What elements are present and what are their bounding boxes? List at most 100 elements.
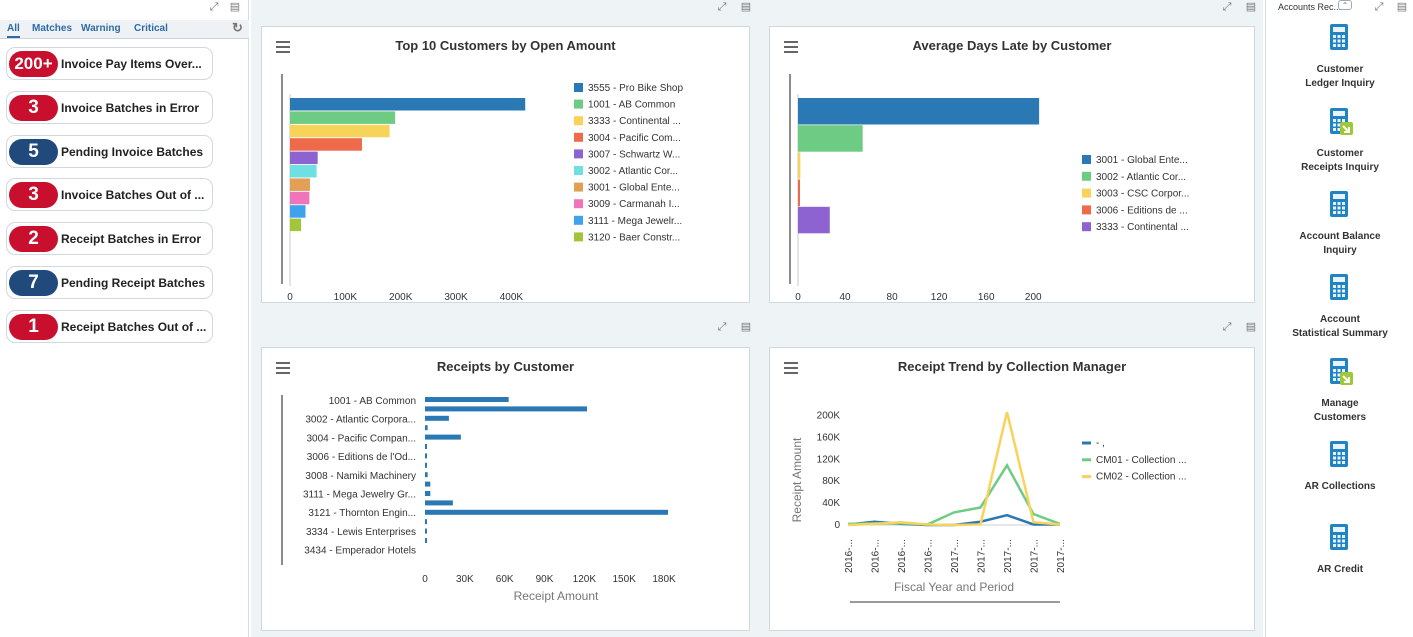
y-tick-label: 3334 - Lewis Enterprises — [306, 527, 416, 538]
bar[interactable] — [290, 98, 526, 111]
legend-swatch — [574, 99, 583, 109]
chart-options-icon[interactable]: ▤ — [740, 321, 752, 333]
bar[interactable] — [290, 111, 396, 124]
bar[interactable] — [425, 406, 588, 412]
bar[interactable] — [425, 509, 669, 515]
maximize-icon[interactable]: ⤢ — [209, 1, 219, 13]
springboard-app[interactable]: Customer Ledger Inquiry — [1266, 22, 1413, 91]
bar[interactable] — [290, 218, 302, 232]
bar[interactable] — [290, 138, 362, 151]
app-label-line2: Inquiry — [1323, 245, 1357, 256]
bar[interactable] — [425, 444, 427, 449]
legend-label: CM01 - Collection ... — [1096, 455, 1187, 466]
calculator-icon — [1330, 524, 1348, 550]
bar[interactable] — [798, 98, 1040, 125]
bar[interactable] — [425, 528, 427, 534]
springboard-app[interactable]: Customer Receipts Inquiry — [1266, 106, 1413, 175]
watchlist-item[interactable]: 2 Receipt Batches in Error — [6, 222, 213, 256]
bar[interactable] — [290, 124, 390, 138]
x-tick-label: 2016-... — [871, 539, 882, 573]
bar[interactable] — [290, 191, 310, 205]
watchlist-item-label: Pending Invoice Batches — [61, 144, 204, 159]
x-tick-label: 2016-... — [844, 539, 855, 573]
y-tick-label: 3004 - Pacific Compan... — [307, 433, 417, 444]
bar[interactable] — [425, 538, 427, 543]
bar[interactable] — [425, 397, 509, 402]
springboard-app[interactable]: Account Statistical Summary — [1266, 272, 1413, 354]
chart-options-icon[interactable]: ▤ — [1245, 1, 1257, 13]
calculator-green-icon — [1330, 358, 1353, 385]
x-tick-label: 0 — [422, 574, 428, 585]
series-line[interactable] — [847, 411, 1061, 527]
x-tick-label: 200K — [389, 292, 413, 303]
springboard-app[interactable]: AR Credit — [1266, 522, 1413, 577]
bar[interactable] — [425, 434, 461, 440]
tab-all[interactable]: All — [7, 23, 20, 38]
refresh-icon[interactable]: ↻ — [232, 20, 243, 35]
bar[interactable] — [425, 425, 428, 431]
bar[interactable] — [425, 453, 427, 459]
y-tick-label: 80K — [822, 476, 840, 487]
chart-options-icon[interactable]: ▤ — [740, 1, 752, 13]
chart-options-icon[interactable]: ▤ — [1245, 321, 1257, 333]
series-line[interactable] — [847, 462, 1061, 526]
tab-warning[interactable]: Warning — [81, 23, 121, 34]
app-label-line2: Ledger Inquiry — [1305, 78, 1375, 89]
bar[interactable] — [425, 481, 431, 487]
bar[interactable] — [425, 491, 431, 496]
watchlist-item[interactable]: 5 Pending Invoice Batches — [6, 134, 213, 168]
chart-card-top-customers: Top 10 Customers by Open Amount 0 100K 200… — [261, 26, 750, 303]
bar[interactable] — [798, 152, 801, 179]
menu-icon[interactable] — [276, 41, 290, 53]
bar[interactable] — [425, 519, 427, 525]
legend-label: 3111 - Mega Jewelr... — [588, 216, 682, 227]
bar[interactable] — [425, 415, 449, 421]
chart-receipts-by-customer: 1001 - AB Common 3002 - Atlantic Corpora.… — [281, 395, 676, 603]
springboard-app[interactable]: Account Balance Inquiry — [1266, 189, 1413, 258]
bar[interactable] — [290, 151, 318, 165]
watchlist-item-label: Receipt Batches in Error — [61, 232, 202, 247]
x-tick-label: 160 — [978, 292, 995, 303]
bar[interactable] — [290, 178, 310, 191]
panel-options-icon[interactable]: ▤ — [229, 1, 241, 13]
bar[interactable] — [798, 179, 800, 207]
watchlist-item[interactable]: 3 Invoice Batches Out of ... — [6, 178, 213, 212]
y-tick-label: 1001 - AB Common — [329, 396, 416, 407]
count-badge: 5 — [9, 138, 58, 165]
calculator-icon — [1330, 441, 1348, 467]
watchlist-item[interactable]: 1 Receipt Batches Out of ... — [6, 309, 213, 343]
watchlist-item[interactable]: 7 Pending Receipt Batches — [6, 266, 213, 299]
x-tick-label: 40 — [839, 292, 851, 303]
menu-icon[interactable] — [784, 41, 798, 53]
tab-matches[interactable]: Matches — [32, 23, 73, 34]
maximize-icon[interactable]: ⤢ — [717, 321, 727, 333]
maximize-icon[interactable]: ⤢ — [1222, 1, 1232, 13]
menu-icon[interactable] — [276, 362, 290, 374]
app-label-line1: AR Collections — [1304, 481, 1376, 492]
watchlist-item-label: Receipt Batches Out of ... — [61, 319, 207, 334]
bar[interactable] — [425, 500, 453, 506]
maximize-icon[interactable]: ⤢ — [717, 1, 727, 13]
legend-label: 3555 - Pro Bike Shop — [588, 83, 683, 94]
menu-icon[interactable] — [784, 362, 798, 374]
watchlist-item[interactable]: 3 Invoice Batches in Error — [6, 90, 213, 124]
bar[interactable] — [425, 462, 427, 468]
watchlist-item[interactable]: 200+ Invoice Pay Items Over... — [6, 47, 213, 80]
bar[interactable] — [425, 472, 428, 478]
bar[interactable] — [290, 165, 317, 178]
legend-swatch — [574, 232, 583, 242]
collapse-icon[interactable]: ⌃ — [1338, 0, 1352, 10]
maximize-icon[interactable]: ⤢ — [1222, 321, 1232, 333]
bar[interactable] — [290, 205, 306, 218]
tab-critical[interactable]: Critical — [134, 23, 168, 34]
watchlist-item-label: Invoice Batches Out of ... — [61, 188, 205, 203]
maximize-icon[interactable]: ⤢ — [1374, 1, 1384, 13]
x-tick-label: 300K — [444, 292, 468, 303]
springboard-app[interactable]: Manage Customers — [1266, 356, 1413, 425]
bar[interactable] — [798, 206, 830, 234]
panel-options-icon[interactable]: ▤ — [1396, 1, 1408, 13]
springboard-app[interactable]: AR Collections — [1266, 439, 1413, 494]
bar[interactable] — [798, 125, 863, 152]
x-tick-label: 100K — [334, 292, 358, 303]
chart-card-receipts-by-customer: Receipts by Customer 1001 - AB Common 300… — [261, 347, 750, 631]
